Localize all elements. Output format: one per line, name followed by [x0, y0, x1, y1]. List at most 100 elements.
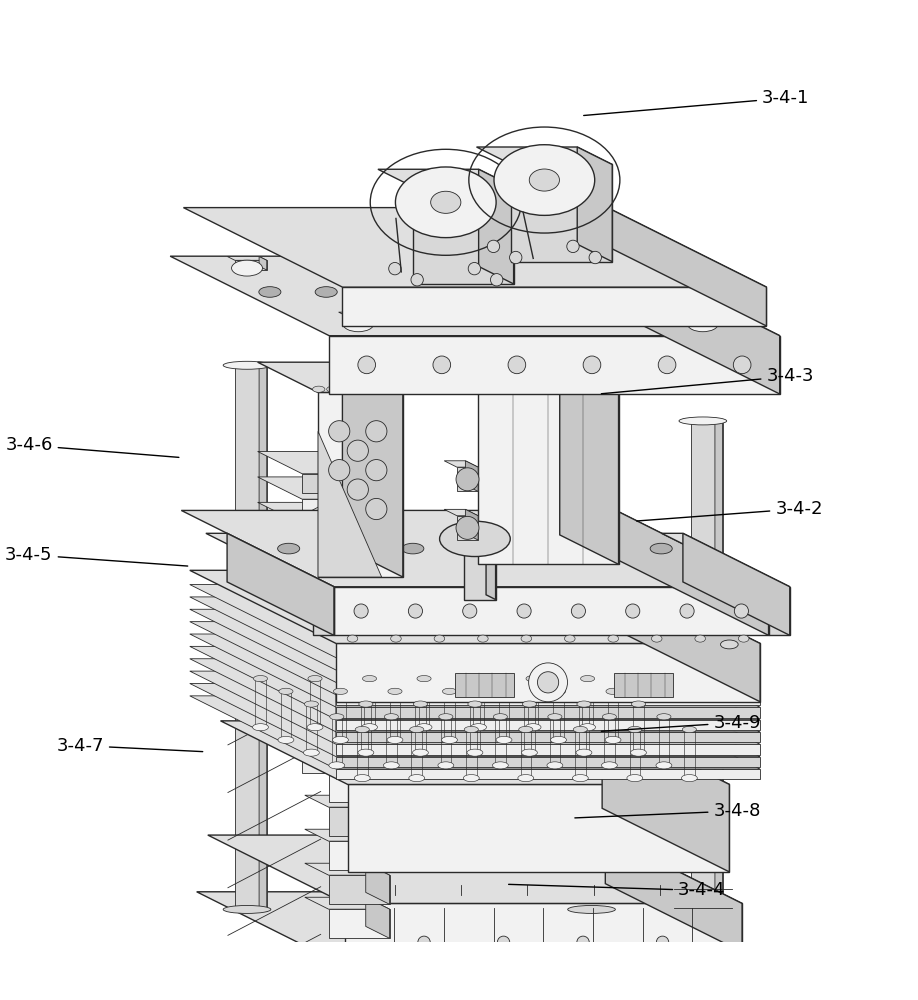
Ellipse shape [308, 676, 322, 682]
Polygon shape [614, 673, 673, 697]
Polygon shape [305, 863, 389, 875]
Polygon shape [604, 363, 611, 911]
Polygon shape [413, 187, 513, 284]
Ellipse shape [259, 287, 281, 297]
Polygon shape [683, 312, 722, 316]
Polygon shape [329, 603, 389, 632]
Ellipse shape [580, 676, 595, 682]
Polygon shape [683, 419, 722, 423]
Ellipse shape [223, 361, 271, 369]
Ellipse shape [409, 775, 425, 782]
Text: 3-4-4: 3-4-4 [509, 881, 725, 899]
Polygon shape [329, 773, 389, 802]
Ellipse shape [567, 361, 615, 369]
Ellipse shape [277, 543, 299, 554]
Polygon shape [346, 316, 378, 326]
Ellipse shape [409, 726, 424, 733]
Text: 3-4-1: 3-4-1 [584, 89, 810, 115]
Polygon shape [616, 510, 768, 635]
Circle shape [329, 421, 350, 442]
Ellipse shape [610, 584, 627, 593]
Circle shape [347, 440, 368, 461]
Ellipse shape [369, 386, 382, 392]
Polygon shape [365, 693, 389, 734]
Polygon shape [207, 835, 742, 903]
Polygon shape [614, 570, 760, 702]
Ellipse shape [231, 260, 263, 276]
Polygon shape [220, 721, 729, 784]
Polygon shape [560, 360, 619, 564]
Ellipse shape [304, 701, 319, 707]
Ellipse shape [577, 701, 591, 707]
Ellipse shape [332, 736, 349, 743]
Polygon shape [511, 164, 612, 262]
Polygon shape [305, 591, 389, 603]
Polygon shape [454, 536, 496, 541]
Polygon shape [662, 533, 789, 587]
Polygon shape [258, 630, 371, 652]
Polygon shape [305, 659, 389, 671]
Ellipse shape [329, 762, 345, 769]
Polygon shape [305, 829, 389, 841]
Polygon shape [327, 579, 371, 620]
Ellipse shape [341, 386, 353, 392]
Ellipse shape [472, 676, 486, 682]
Polygon shape [305, 455, 389, 467]
Polygon shape [235, 367, 267, 911]
Ellipse shape [652, 635, 662, 642]
Polygon shape [476, 147, 612, 164]
Polygon shape [330, 336, 779, 394]
Circle shape [418, 936, 431, 948]
Ellipse shape [597, 287, 619, 297]
Polygon shape [336, 658, 760, 668]
Polygon shape [420, 360, 619, 389]
Polygon shape [339, 419, 378, 423]
Ellipse shape [519, 726, 532, 733]
Ellipse shape [334, 417, 382, 425]
Ellipse shape [347, 635, 358, 642]
Ellipse shape [565, 635, 575, 642]
Ellipse shape [577, 260, 607, 276]
Ellipse shape [333, 688, 348, 694]
Ellipse shape [679, 417, 727, 425]
Ellipse shape [656, 610, 678, 620]
Polygon shape [348, 784, 729, 872]
Ellipse shape [334, 961, 382, 969]
Ellipse shape [468, 701, 482, 707]
Polygon shape [768, 587, 789, 635]
Ellipse shape [279, 688, 293, 694]
Circle shape [656, 936, 668, 948]
Ellipse shape [650, 543, 672, 554]
Polygon shape [329, 909, 389, 938]
Ellipse shape [439, 714, 453, 720]
Ellipse shape [681, 775, 698, 782]
Polygon shape [365, 829, 389, 870]
Circle shape [411, 274, 423, 286]
Ellipse shape [493, 714, 508, 720]
Polygon shape [370, 419, 378, 967]
Circle shape [498, 936, 509, 948]
Polygon shape [327, 451, 371, 493]
Polygon shape [365, 761, 389, 802]
Polygon shape [184, 208, 767, 287]
Polygon shape [365, 727, 389, 768]
Ellipse shape [355, 386, 367, 392]
Ellipse shape [631, 749, 646, 756]
Polygon shape [190, 683, 760, 757]
Ellipse shape [657, 714, 671, 720]
Ellipse shape [464, 543, 486, 554]
Polygon shape [258, 528, 371, 550]
Polygon shape [327, 630, 371, 671]
Circle shape [734, 604, 748, 618]
Circle shape [490, 274, 503, 286]
Polygon shape [365, 795, 389, 836]
Polygon shape [305, 557, 389, 569]
Polygon shape [258, 362, 403, 392]
Polygon shape [327, 477, 371, 519]
Polygon shape [329, 637, 389, 666]
Polygon shape [344, 903, 742, 952]
Ellipse shape [362, 724, 377, 731]
Polygon shape [259, 256, 267, 270]
Ellipse shape [278, 736, 294, 743]
Text: 3-4-8: 3-4-8 [575, 802, 761, 820]
